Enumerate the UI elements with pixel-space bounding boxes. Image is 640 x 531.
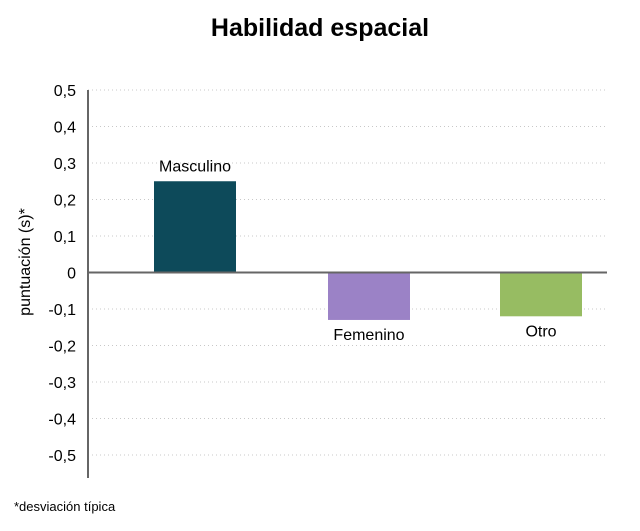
y-tick-label: 0,1 (54, 229, 76, 246)
y-axis-label: puntuación (s)* (17, 208, 34, 316)
y-tick-label: -0,4 (48, 412, 76, 429)
bar-otro (500, 272, 582, 317)
footnote: *desviación típica (14, 499, 116, 514)
y-tick-label: 0 (67, 266, 76, 283)
bar-masculino (154, 181, 236, 273)
y-tick-label: -0,5 (48, 448, 76, 465)
y-tick-label: 0,3 (54, 156, 76, 173)
y-tick-label: 0,5 (54, 83, 76, 100)
bar-label-otro: Otro (525, 323, 556, 340)
chart-title: Habilidad espacial (210, 14, 430, 42)
y-tick-label: -0,3 (48, 375, 76, 392)
bar-label-femenino: Femenino (333, 327, 404, 344)
y-tick-label: -0,2 (48, 339, 76, 356)
y-tick-label: -0,1 (48, 302, 76, 319)
y-tick-labels: 0,5 0,4 0,3 0,2 0,1 0 -0,1 -0,2 -0,3 -0,4 -0,5 (48, 83, 76, 465)
bar-labels: Masculino Femenino Otro (159, 158, 557, 344)
grid-lines (88, 89, 607, 456)
bar-label-masculino: Masculino (159, 158, 231, 175)
y-tick-label: 0,2 (54, 193, 76, 210)
bars (154, 181, 582, 320)
y-tick-label: 0,4 (54, 120, 76, 137)
bar-femenino (328, 272, 410, 320)
